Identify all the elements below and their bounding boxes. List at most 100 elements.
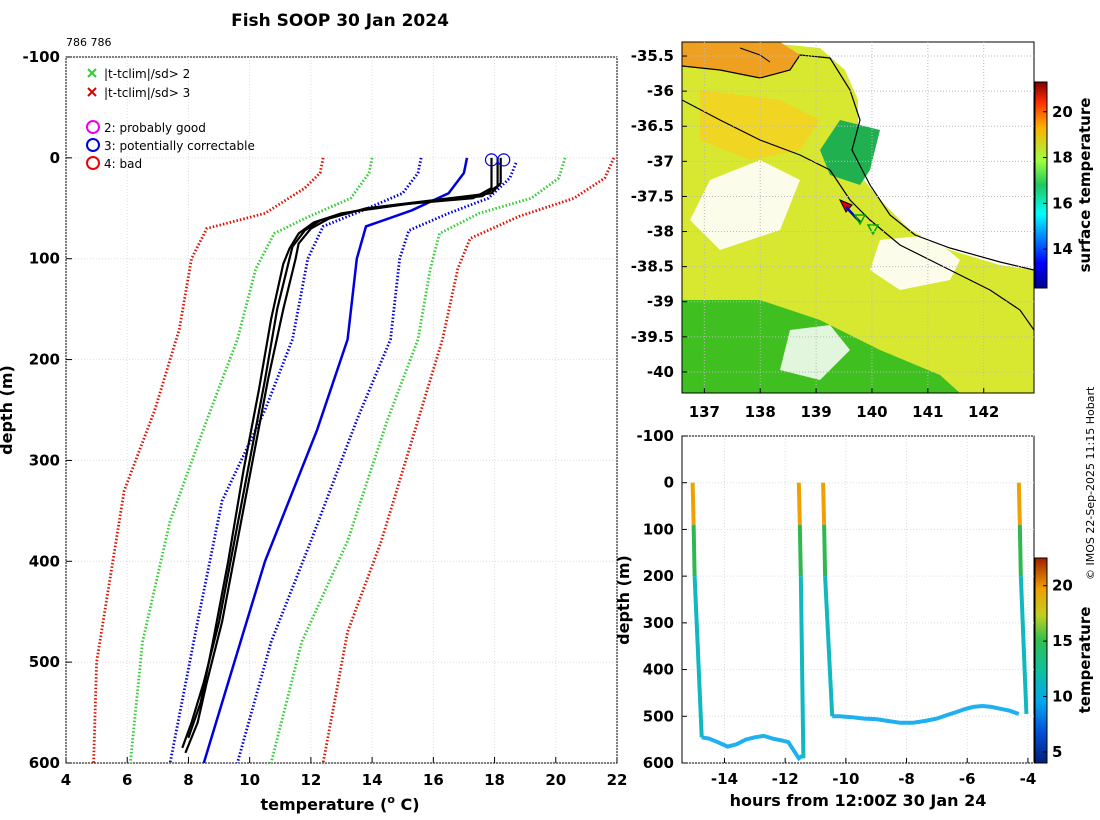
colorbar-tick-label: 10: [1052, 688, 1073, 706]
x-tick-label: 16: [423, 771, 444, 789]
colorbar-tick-label: 15: [1052, 632, 1073, 650]
y-tick-label: 200: [29, 351, 60, 369]
x-tick-label: -10: [832, 770, 859, 788]
chart-subtitle: 786 786: [66, 36, 112, 49]
colorbar-tick-label: 20: [1052, 577, 1073, 595]
y-tick-label: -36.5: [631, 117, 674, 135]
shelf-contour: [682, 99, 1034, 331]
series-line-profile-1: [184, 157, 502, 754]
x-tick-label: 4: [61, 771, 71, 789]
series-line-clim-2sd: [128, 157, 374, 763]
y-tick-label: -37: [647, 152, 674, 170]
map-ticks: 137 138 139 140 141 142 -35.5 -36 -36.5 -37 -37.5 -…: [631, 47, 1000, 421]
bottom-track-2: [832, 703, 1020, 725]
legend-item-flag2: 2: probably good: [86, 120, 206, 135]
timeseries-ylabel: depth (m): [614, 555, 633, 645]
y-tick-label: 0: [50, 149, 60, 167]
profile-markers: [484, 153, 511, 167]
x-tick-label: 14: [362, 771, 383, 789]
coastline: [682, 54, 1034, 271]
cloud-gap: [870, 235, 960, 290]
x-tick-label: 142: [968, 403, 999, 421]
series-line-clim-mean: [202, 157, 469, 763]
timeseries-panel: -14 -12 -10 -8 -6 -4 -100 0 100 200 300 400 500 600 h…: [614, 427, 1094, 810]
colorbar-tick-label: 16: [1052, 194, 1073, 212]
x-tick-label: 6: [122, 771, 132, 789]
sst-patch: [700, 90, 820, 160]
sst-cold-upwelling: [820, 120, 880, 185]
circle-marker-icon: [86, 120, 100, 134]
cast-mid-1: [691, 524, 697, 577]
series-line-clim-1sd: [168, 157, 423, 763]
legend-item-flag3: 3: potentially correctable: [86, 138, 255, 153]
cloud-gap: [690, 160, 800, 250]
x-tick-label: 22: [607, 771, 628, 789]
y-tick-label: -35.5: [631, 47, 674, 65]
y-tick-label: 600: [643, 754, 674, 772]
cast-mid-2: [797, 524, 803, 577]
y-tick-label: 400: [643, 661, 674, 679]
sst-map-panel: 137 138 139 140 141 142 -35.5 -36 -36.5 -37 -37.5 -…: [631, 41, 1094, 421]
timeseries-tracks: [690, 482, 1029, 762]
legend-label: |t-tclim|/sd> 2: [104, 67, 190, 81]
credit-footer: © IMOS 22-Sep-2025 11:15 Hobart: [1084, 386, 1097, 580]
cast-warm-3: [821, 482, 827, 525]
cast-cold-2: [798, 576, 806, 759]
chart-title: Fish SOOP 30 Jan 2024: [231, 11, 449, 31]
colorbar-tick-label: 14: [1052, 240, 1073, 258]
y-tick-label: 500: [29, 653, 60, 671]
x-tick-label: 8: [183, 771, 193, 789]
circle-marker-icon: [86, 156, 100, 170]
track-marker-icon: [866, 224, 880, 236]
series-line-clim-2sd: [269, 157, 567, 763]
land-area: [960, 150, 1034, 245]
y-tick-label: 300: [29, 451, 60, 469]
timeseries-xlabel: hours from 12:00Z 30 Jan 24: [730, 791, 987, 810]
sst-map: [682, 42, 1034, 393]
x-tick-label: -12: [772, 770, 799, 788]
profile-series: [92, 157, 616, 763]
x-tick-label: -6: [959, 770, 976, 788]
circle-marker-icon: [86, 138, 100, 152]
y-tick-label: -40: [647, 363, 674, 381]
y-tick-label: 100: [29, 250, 60, 268]
y-tick-label: 600: [29, 754, 60, 772]
temperature-colorbar: [1034, 557, 1048, 764]
profile-xlabel: temperature (o C): [260, 793, 419, 814]
y-tick-label: 100: [643, 520, 674, 538]
cast-cold-1: [692, 576, 704, 738]
profile-ticks: 4 6 8 10 12 14 16 18 20 22 -100 0 100 200 300 400 500 600: [22, 48, 627, 789]
timeseries-axes-box: [681, 435, 1035, 764]
sst-colorbar-ticks: 14 16 18 20: [1043, 103, 1073, 258]
profile-axes-box: [65, 56, 618, 764]
cast-cold-4: [1018, 576, 1029, 715]
legend: |t-tclim|/sd> 2 |t-tclim|/sd> 3 2: proba…: [86, 67, 255, 171]
y-tick-label: -36: [647, 82, 674, 100]
legend-item-flag4: 4: bad: [86, 156, 142, 171]
sst-colorbar: [1034, 81, 1048, 289]
x-tick-label: 139: [800, 403, 831, 421]
y-tick-label: -100: [636, 427, 674, 445]
y-tick-label: -100: [22, 48, 60, 66]
x-marker-icon: [87, 68, 97, 78]
flag-marker: [497, 153, 511, 167]
legend-label: |t-tclim|/sd> 3: [104, 86, 190, 100]
cast-mid-4: [1017, 524, 1023, 577]
x-tick-label: 140: [856, 403, 887, 421]
colorbar-tick-label: 18: [1052, 149, 1073, 167]
timeseries-grid: [682, 435, 1034, 764]
series-line-clim-1sd: [236, 162, 518, 763]
y-tick-label: 500: [643, 707, 674, 725]
cast-cold-3: [823, 576, 835, 717]
x-tick-label: 18: [484, 771, 505, 789]
x-tick-label: 137: [689, 403, 720, 421]
x-tick-label: 138: [745, 403, 776, 421]
timeseries-ticks: -14 -12 -10 -8 -6 -4 -100 0 100 200 300 400 500 600: [636, 427, 1036, 788]
y-tick-label: 0: [664, 474, 674, 492]
temperature-colorbar-label: temperature: [1076, 607, 1094, 714]
colorbar-tick-label: 20: [1052, 103, 1073, 121]
y-tick-label: -38: [647, 223, 674, 241]
cloud-gap: [780, 325, 850, 380]
x-tick-label: 12: [300, 771, 321, 789]
